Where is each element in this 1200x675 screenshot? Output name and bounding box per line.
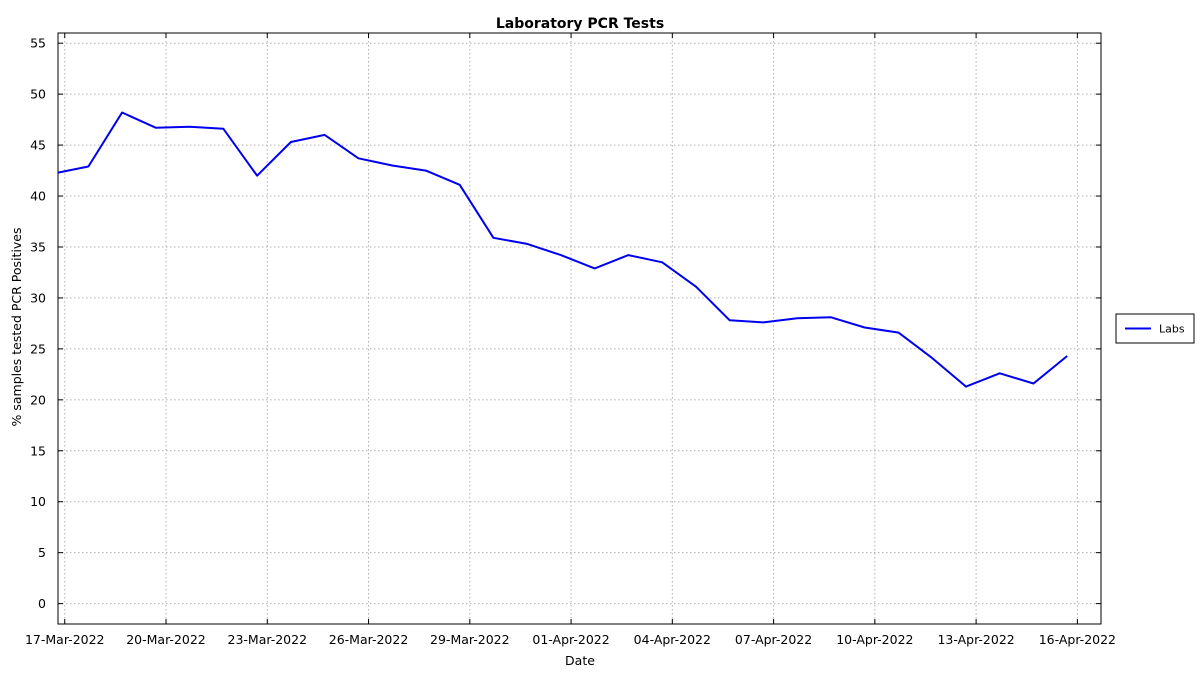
data-point	[963, 384, 968, 389]
data-point	[896, 330, 901, 335]
y-tick-label: 15	[30, 443, 46, 458]
series-layer	[56, 110, 1070, 389]
y-axis-label: % samples tested PCR Positives	[9, 227, 24, 426]
x-tick-label: 04-Apr-2022	[634, 632, 711, 647]
data-point	[120, 110, 125, 115]
x-axis-label: Date	[565, 653, 595, 668]
y-tick-label: 10	[30, 494, 46, 509]
legend: Labs	[1115, 313, 1195, 344]
plot-area-frame	[57, 32, 1102, 625]
data-point	[930, 356, 935, 361]
y-tick-label: 0	[38, 596, 46, 611]
data-point	[660, 260, 665, 265]
legend-label-labs: Labs	[1159, 323, 1185, 336]
data-point	[322, 132, 327, 137]
data-point	[626, 253, 631, 258]
y-tick-label: 30	[30, 290, 46, 305]
x-axis-ticks: 17-Mar-2022 20-Mar-2022 23-Mar-2022 26-Mar-…	[25, 33, 1116, 647]
y-tick-label: 55	[30, 36, 46, 51]
data-point	[727, 318, 732, 323]
data-point	[1065, 354, 1070, 359]
y-tick-label: 50	[30, 87, 46, 102]
data-point	[828, 315, 833, 320]
data-point	[761, 320, 766, 325]
data-point	[862, 325, 867, 330]
x-tick-label: 20-Mar-2022	[126, 632, 206, 647]
data-point	[592, 266, 597, 271]
data-point	[221, 126, 226, 131]
data-point	[288, 140, 293, 145]
x-tick-label: 10-Apr-2022	[836, 632, 913, 647]
data-point	[86, 164, 91, 169]
y-tick-label: 5	[38, 545, 46, 560]
x-tick-label: 29-Mar-2022	[430, 632, 510, 647]
x-tick-label: 26-Mar-2022	[329, 632, 409, 647]
x-tick-label: 16-Apr-2022	[1039, 632, 1116, 647]
y-axis-ticks: 0 5 10 15 20 25 30 35 40 45 50 55	[30, 36, 1101, 611]
data-point	[56, 170, 61, 175]
data-point	[356, 156, 361, 161]
y-tick-label: 20	[30, 392, 46, 407]
chart-title: Laboratory PCR Tests	[496, 16, 664, 32]
data-point	[525, 241, 530, 246]
data-point	[457, 182, 462, 187]
y-tick-label: 45	[30, 138, 46, 153]
x-tick-label: 01-Apr-2022	[532, 632, 609, 647]
series-line-labs	[57, 111, 1068, 388]
x-tick-label: 23-Mar-2022	[228, 632, 308, 647]
y-tick-label: 40	[30, 189, 46, 204]
data-point	[1031, 381, 1036, 386]
data-point	[423, 168, 428, 173]
data-point	[997, 371, 1002, 376]
y-tick-label: 25	[30, 341, 46, 356]
data-point	[153, 125, 158, 130]
data-point	[255, 173, 260, 178]
data-point	[187, 124, 192, 129]
data-point	[491, 235, 496, 240]
data-point	[558, 253, 563, 258]
grid-lines	[58, 33, 1101, 624]
data-point	[795, 316, 800, 321]
x-tick-label: 13-Apr-2022	[937, 632, 1014, 647]
x-tick-label: 07-Apr-2022	[735, 632, 812, 647]
data-point	[390, 163, 395, 168]
x-tick-label: 17-Mar-2022	[25, 632, 105, 647]
data-point	[693, 284, 698, 289]
y-tick-label: 35	[30, 239, 46, 254]
